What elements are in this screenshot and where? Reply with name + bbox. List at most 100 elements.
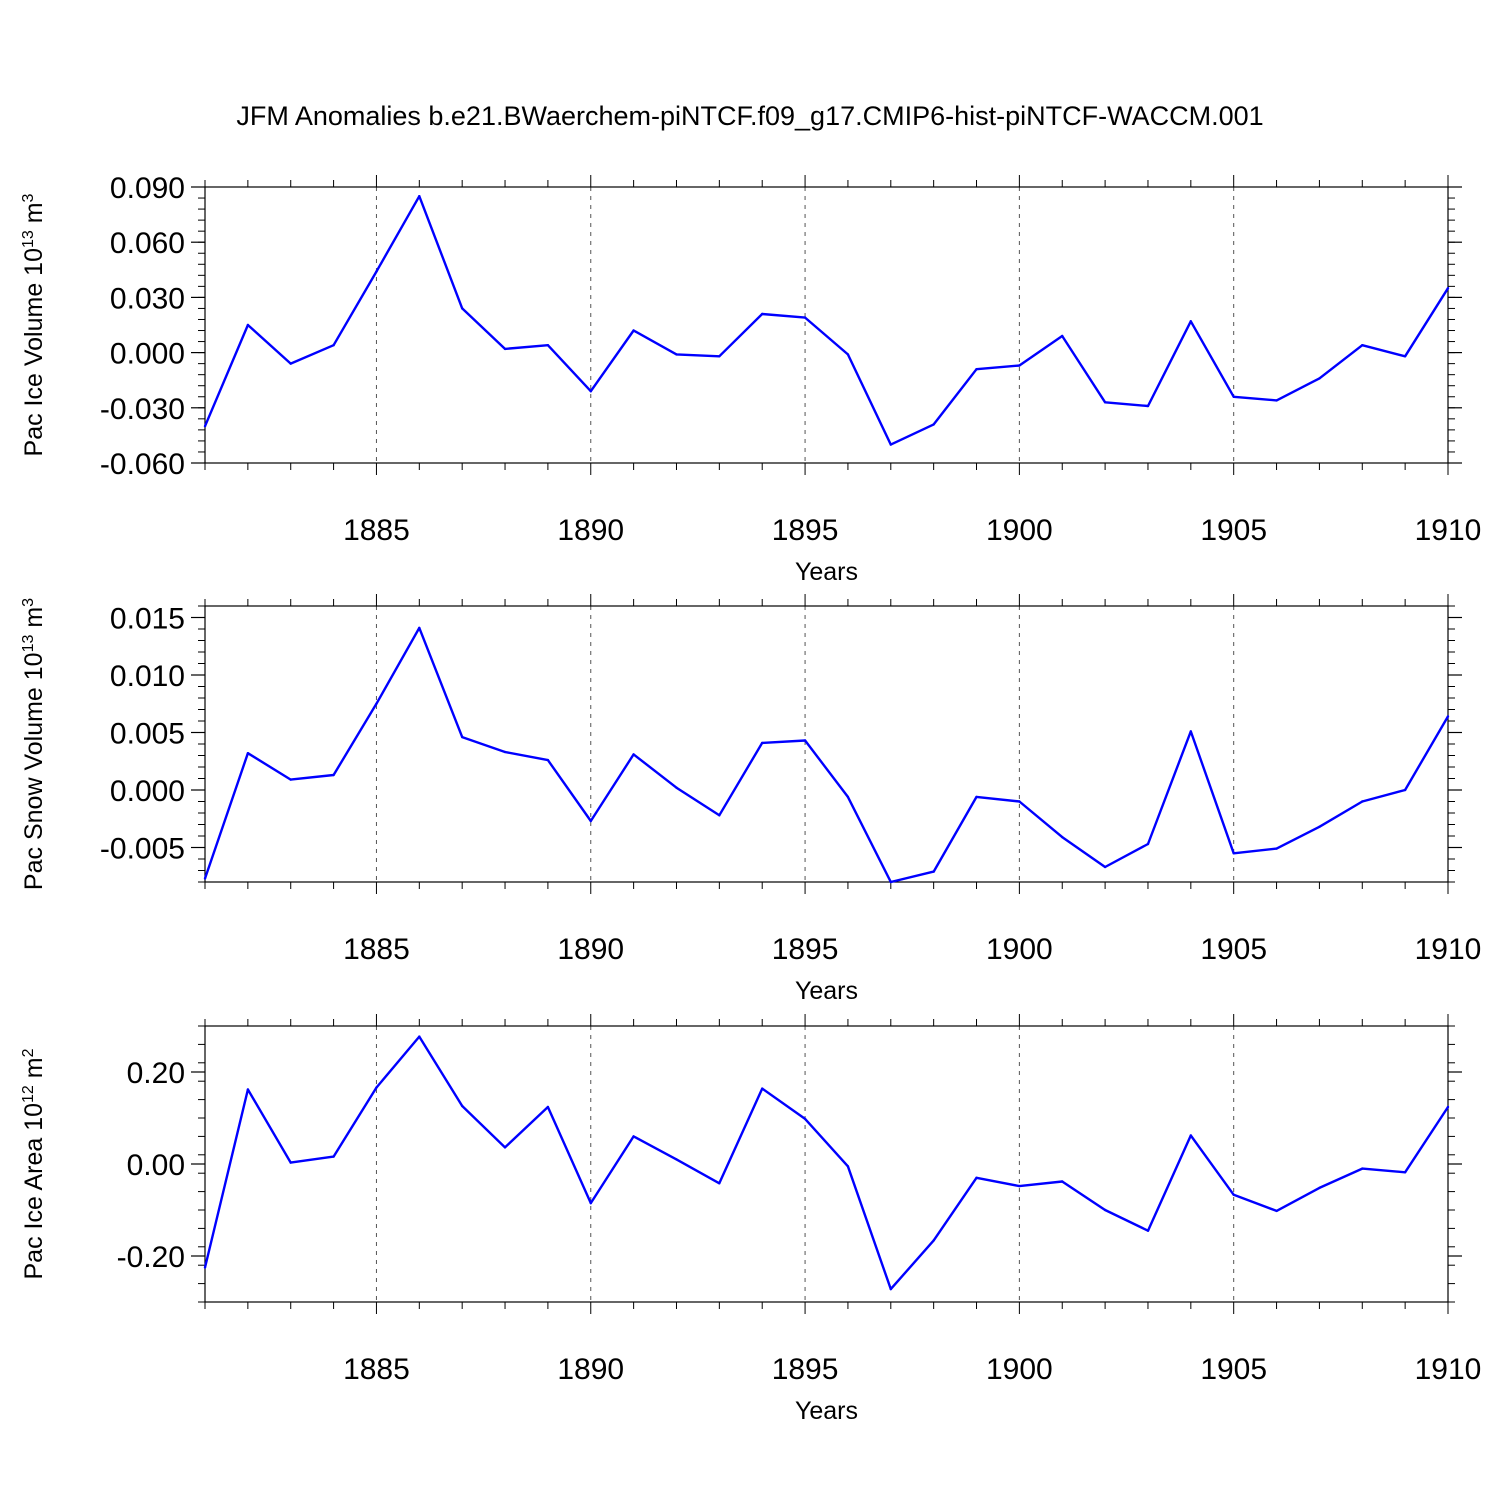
data-point (932, 1239, 935, 1242)
data-point (1018, 800, 1021, 803)
data-point (418, 626, 421, 630)
data-point (632, 1135, 635, 1138)
data-point (203, 877, 207, 880)
series-line (203, 1035, 1450, 1291)
data-point (761, 312, 764, 316)
data-point (1146, 842, 1150, 846)
data-point (203, 425, 207, 428)
x-axis-label: Years (795, 558, 858, 586)
data-point (1146, 404, 1150, 408)
data-point (1232, 852, 1235, 855)
y-tick-label: 0.000 (110, 775, 185, 808)
y-tick-label: 0.000 (110, 338, 185, 371)
data-point (1232, 1193, 1235, 1197)
data-point (675, 1158, 678, 1161)
data-point (503, 750, 507, 754)
x-tick-label: 1885 (343, 514, 410, 547)
x-tick-label: 1885 (343, 933, 410, 966)
y-tick-label: 0.20 (127, 1057, 185, 1090)
data-point (846, 1165, 850, 1168)
data-point (632, 753, 635, 756)
y-axis-label-text: Pac Snow Volume 10 (20, 652, 48, 890)
data-point (289, 1161, 292, 1164)
data-point (1275, 1209, 1278, 1213)
data-point (1103, 401, 1107, 404)
data-point (332, 773, 335, 777)
data-point (503, 1146, 507, 1149)
data-point (975, 368, 978, 371)
y-tick-label: 0.090 (110, 172, 185, 205)
data-point (375, 702, 378, 705)
data-point (675, 786, 678, 789)
data-point (246, 752, 250, 755)
panel-3: -0.20 0.00 0.20 1885 1890 1895 1900 1905 1910 Yea… (20, 1014, 1481, 1425)
x-tick-label: 1890 (557, 514, 624, 547)
data-point (461, 307, 464, 310)
y-tick-label: -0.030 (100, 393, 185, 426)
data-point (1446, 715, 1450, 718)
x-tick-label: 1910 (1415, 1353, 1482, 1386)
y-tick-label: 0.015 (110, 603, 185, 636)
data-point (718, 1182, 721, 1185)
data-point (846, 353, 850, 356)
y-axis-label-text: Pac Ice Area 10 (20, 1103, 48, 1280)
data-point (718, 814, 721, 817)
x-tick-label: 1895 (772, 514, 839, 547)
data-point (1189, 320, 1193, 323)
data-point (889, 880, 892, 884)
data-point (1361, 1167, 1364, 1170)
y-axis-label: Pac Ice Area 1012 m2 (20, 1048, 48, 1279)
data-point (1403, 1171, 1407, 1174)
data-point (589, 819, 592, 823)
x-tick-label: 1910 (1415, 514, 1482, 547)
data-point (932, 423, 935, 426)
data-point (546, 1105, 550, 1109)
data-point (761, 741, 764, 745)
series-line (203, 194, 1450, 446)
data-point (1232, 395, 1235, 398)
data-point (803, 739, 807, 742)
data-point (461, 1104, 464, 1108)
data-point (246, 1088, 250, 1091)
data-point (375, 270, 378, 273)
y-axis-label-superscript: 13 (20, 635, 37, 653)
y-axis-label-text: m (20, 202, 48, 230)
data-point (1061, 1180, 1064, 1183)
y-tick-label: -0.20 (117, 1241, 185, 1274)
data-point (1361, 344, 1364, 347)
data-point (1318, 825, 1321, 828)
data-point (203, 1266, 207, 1269)
data-point (418, 1035, 421, 1038)
data-point (1318, 377, 1321, 380)
y-axis-label-superscript: 2 (20, 1048, 37, 1057)
data-point (1403, 788, 1407, 792)
data-point (761, 1087, 764, 1090)
data-point (1446, 1105, 1450, 1109)
data-point (1361, 800, 1364, 803)
x-axis-label: Years (795, 977, 858, 1005)
data-point (846, 795, 850, 799)
y-tick-label: 0.005 (110, 718, 185, 751)
data-point (332, 344, 335, 347)
data-point (718, 355, 721, 358)
x-tick-label: 1905 (1200, 933, 1267, 966)
data-point (1189, 1134, 1193, 1137)
series-line (203, 626, 1450, 884)
data-point (975, 1176, 978, 1180)
data-point (246, 323, 250, 327)
y-tick-label: 0.010 (110, 660, 185, 693)
data-point (632, 329, 635, 332)
x-tick-label: 1900 (986, 933, 1053, 966)
data-point (289, 362, 292, 365)
data-point (1275, 399, 1278, 402)
x-tick-label: 1885 (343, 1353, 410, 1386)
x-tick-label: 1895 (772, 1353, 839, 1386)
x-tick-label: 1900 (986, 1353, 1053, 1386)
data-point (1146, 1229, 1150, 1232)
x-tick-label: 1905 (1200, 514, 1267, 547)
y-tick-label: 0.060 (110, 227, 185, 260)
data-point (889, 1287, 892, 1291)
data-point (1103, 1208, 1107, 1212)
data-point (289, 778, 292, 781)
